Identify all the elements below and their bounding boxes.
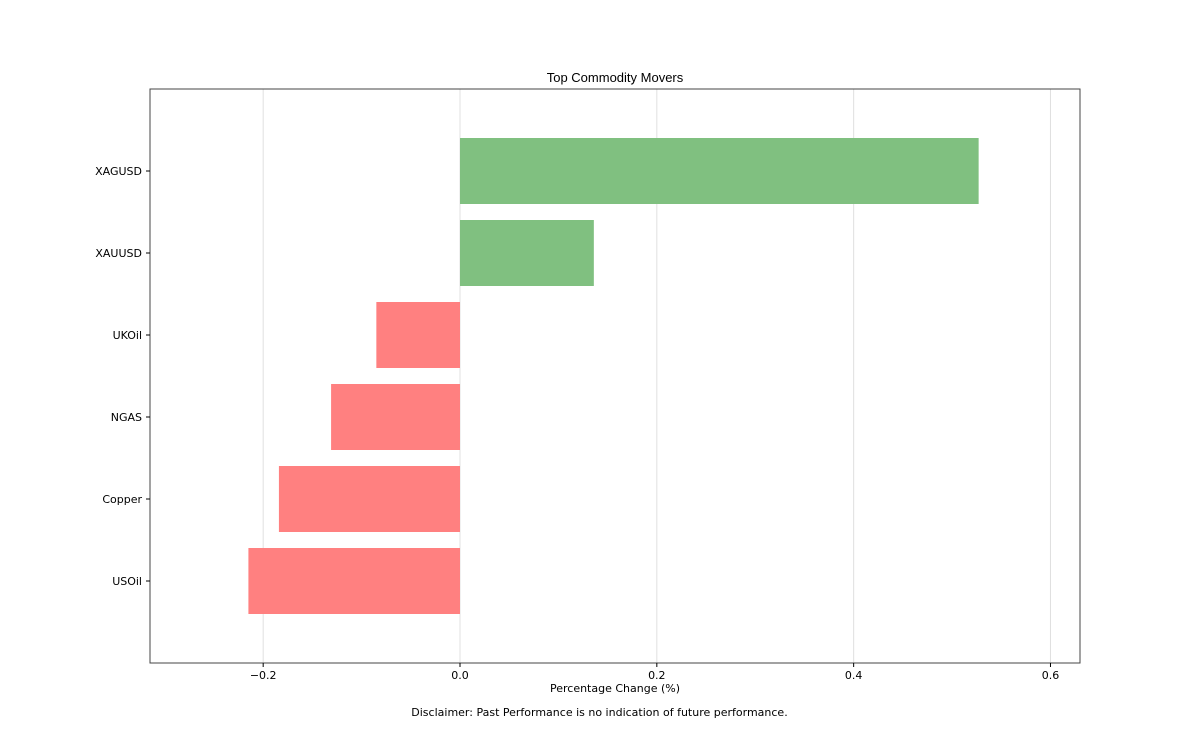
- x-tick-label: −0.2: [250, 669, 277, 682]
- disclaimer-text: Disclaimer: Past Performance is no indic…: [411, 706, 788, 719]
- x-tick-label: 0.2: [648, 669, 666, 682]
- plot-frame: [149, 88, 1081, 664]
- y-tick-label: XAGUSD: [95, 165, 142, 178]
- x-tick-label: 0.6: [1042, 669, 1060, 682]
- bar-xauusd: [460, 220, 594, 286]
- y-tick-label: XAUUSD: [95, 247, 142, 260]
- bar-usoil: [248, 548, 460, 614]
- y-tick-label: NGAS: [111, 411, 142, 424]
- y-tick-label: UKOil: [113, 329, 142, 342]
- bar-copper: [278, 466, 460, 532]
- y-tick-label: Copper: [102, 493, 142, 506]
- ticks-layer: −0.2 0.0 0.2 0.4 0.6 XAGUSD XAUUSD UKOil NGAS Cop…: [95, 165, 1059, 682]
- bar-ngas: [331, 384, 460, 450]
- bar-xagusd: [460, 138, 979, 204]
- bars-layer: [248, 138, 979, 614]
- chart-title: Top Commodity Movers: [546, 70, 684, 85]
- bar-ukoil: [376, 302, 460, 368]
- x-tick-label: 0.0: [451, 669, 469, 682]
- x-tick-label: 0.4: [845, 669, 863, 682]
- x-axis-label: Percentage Change (%): [549, 682, 681, 695]
- y-tick-label: USOil: [112, 575, 142, 588]
